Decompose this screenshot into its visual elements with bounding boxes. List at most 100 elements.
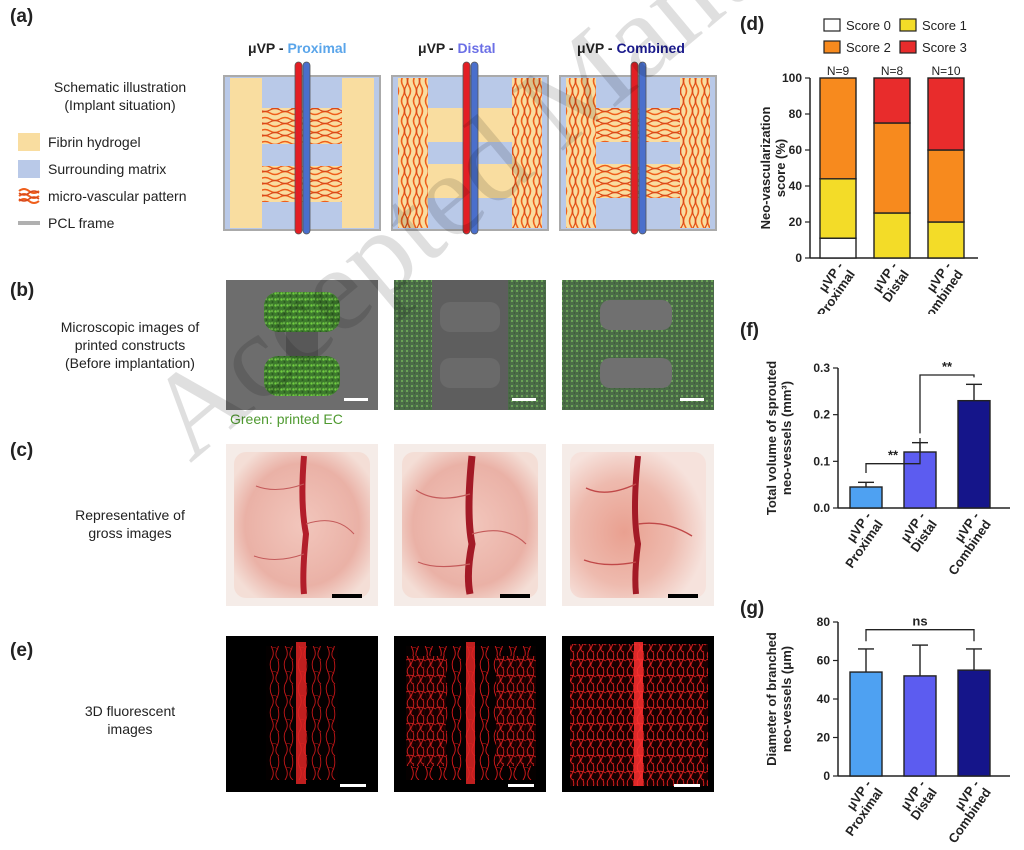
bar-segment <box>819 77 857 180</box>
significance-label: ns <box>912 614 927 629</box>
chart-d-neovascularization-score: Score 0 Score 1 Score 2 Score 3 0 20 40 60 80 100… <box>758 18 978 314</box>
x-tick-label: μVP -Proximal <box>814 259 858 314</box>
svg-text:score (%): score (%) <box>773 139 788 198</box>
scale-bar <box>332 594 362 598</box>
legend-item-fibrin: Fibrin hydrogel <box>18 128 187 155</box>
y-tick-label: 0.3 <box>813 361 830 375</box>
significance-label: ** <box>942 359 953 374</box>
legend-item-pcl: PCL frame <box>18 209 187 236</box>
schematic-title: Schematic illustration (Implant situatio… <box>53 79 187 114</box>
fluorescent-image-distal <box>394 636 546 792</box>
fluorescent-image-combined <box>562 636 714 792</box>
schematic-legend: Fibrin hydrogel Surrounding matrix micro… <box>18 128 187 236</box>
legend-swatch <box>823 40 841 54</box>
panel-label-c: (c) <box>10 440 34 461</box>
legend-label: Score 3 <box>922 40 967 55</box>
y-tick-label: 20 <box>789 215 803 229</box>
schematic-distal <box>391 61 549 235</box>
y-tick-label: 20 <box>817 731 831 745</box>
y-tick-label: 0 <box>795 251 802 265</box>
scale-bar <box>500 594 530 598</box>
significance-bracket <box>919 374 975 434</box>
y-tick-label: 80 <box>789 107 803 121</box>
x-tick-label: μVP -Proximal <box>842 777 886 839</box>
y-tick-label: 0.1 <box>813 454 830 468</box>
x-tick-label: μVP -Combined <box>917 259 966 314</box>
svg-text:Diameter of branched: Diameter of branched <box>764 632 779 766</box>
microscopic-image-distal <box>394 280 546 410</box>
legend-label: Score 1 <box>922 18 967 33</box>
y-tick-label: 0.0 <box>813 501 830 515</box>
gross-image-distal <box>394 444 546 606</box>
svg-text:neo-vessels (mm³): neo-vessels (mm³) <box>779 381 794 495</box>
y-tick-label: 100 <box>782 71 802 85</box>
bar <box>849 486 883 509</box>
y-tick-label: 40 <box>789 179 803 193</box>
schematic-proximal <box>223 61 381 235</box>
bar-segment <box>873 77 911 124</box>
x-tick-label: μVP -Combined <box>945 777 994 846</box>
legend-label: Score 2 <box>846 40 891 55</box>
bar <box>957 399 991 509</box>
legend-swatch <box>899 40 917 54</box>
column-title-proximal: μVP - Proximal <box>248 40 347 56</box>
scale-bar <box>668 594 698 598</box>
chart-f-sprouted-volume: 0.0 0.1 0.2 0.3 Total volume of sprouted neo-… <box>764 359 1010 578</box>
bar-segment <box>927 149 965 223</box>
y-axis-label: Total volume of sprouted neo-vessels (mm³… <box>764 361 794 515</box>
y-tick-label: 0 <box>823 769 830 783</box>
bar <box>903 675 937 777</box>
svg-text:neo-vessels (μm): neo-vessels (μm) <box>779 646 794 752</box>
significance-bracket <box>865 629 975 642</box>
bar-segment <box>819 237 857 259</box>
microscopic-images <box>226 280 714 410</box>
bar-segment <box>927 221 965 259</box>
bar-segment <box>819 178 857 239</box>
scale-bar <box>680 398 704 401</box>
fluorescent-images <box>226 636 714 792</box>
legend-item-vascular: micro-vascular pattern <box>18 182 187 209</box>
row-e-description: 3D fluorescent images <box>84 703 176 738</box>
x-tick-label: μVP -Combined <box>945 509 994 578</box>
gross-image-proximal <box>226 444 378 606</box>
x-tick-label: μVP -Distal <box>897 509 940 555</box>
legend-swatch <box>899 18 917 32</box>
svg-text:Neo-vascularization: Neo-vascularization <box>758 107 773 230</box>
panel-label-f: (f) <box>740 320 759 341</box>
legend-item-matrix: Surrounding matrix <box>18 155 187 182</box>
scale-bar <box>512 398 536 401</box>
fluorescent-image-proximal <box>226 636 378 792</box>
gross-images <box>226 444 714 606</box>
y-tick-label: 40 <box>817 692 831 706</box>
y-tick-label: 60 <box>789 143 803 157</box>
bar-segment <box>873 212 911 259</box>
significance-label: ** <box>888 448 899 463</box>
svg-text:Total volume of sprouted: Total volume of sprouted <box>764 361 779 515</box>
bar-segment <box>873 122 911 214</box>
n-label: N=8 <box>881 64 904 78</box>
panel-label-a: (a) <box>10 6 34 27</box>
row-b-description: Microscopic images of printed constructs… <box>60 319 200 372</box>
column-title-distal: μVP - Distal <box>418 40 496 56</box>
y-tick-label: 60 <box>817 654 831 668</box>
gross-image-combined <box>562 444 714 606</box>
chart-g-branched-diameter: 0 20 40 60 80 Diameter of branched neo-vessels… <box>764 614 1010 846</box>
y-axis-label: Diameter of branched neo-vessels (μm) <box>764 632 794 766</box>
n-label: N=10 <box>931 64 960 78</box>
vascular-pattern-icon <box>18 187 40 204</box>
scale-bar <box>340 784 366 787</box>
bar <box>957 669 991 777</box>
legend-swatch <box>18 220 40 225</box>
bar <box>849 671 883 777</box>
scale-bar <box>508 784 534 787</box>
n-label: N=9 <box>827 64 850 78</box>
legend-swatch <box>18 132 40 151</box>
panel-label-d: (d) <box>740 14 765 35</box>
x-tick-label: μVP -Proximal <box>842 509 886 571</box>
scale-bar <box>344 398 368 401</box>
panel-label-e: (e) <box>10 640 34 661</box>
schematic-combined <box>559 61 717 235</box>
microscopic-image-combined <box>562 280 714 410</box>
scale-bar <box>674 784 700 787</box>
schematic-diagrams <box>223 61 717 235</box>
